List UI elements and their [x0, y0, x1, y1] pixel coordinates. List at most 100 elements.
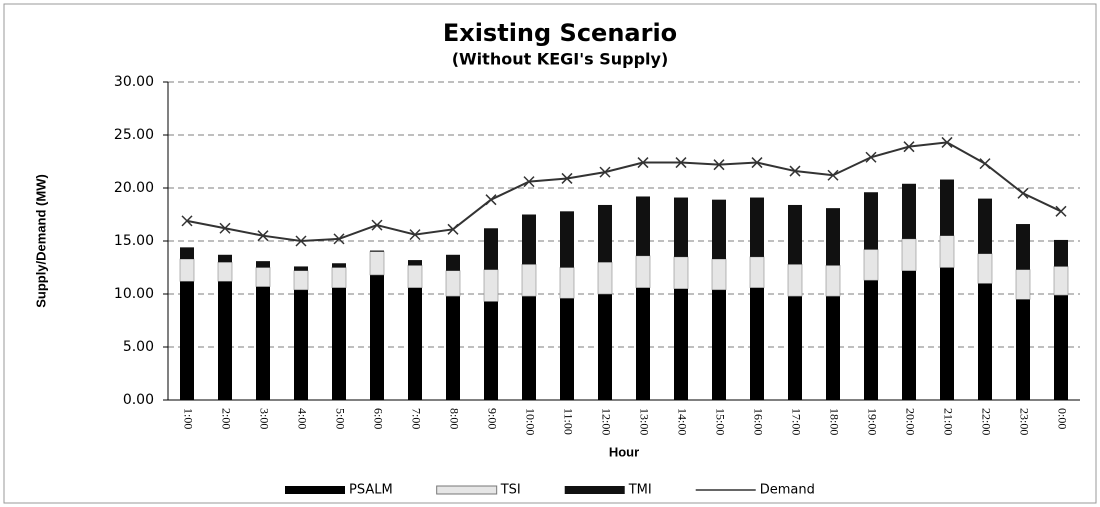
y-tick-label: 0.00 — [123, 392, 154, 408]
x-tick-label: 10:00 — [523, 408, 537, 435]
x-tick-label: 1:00 — [181, 408, 195, 429]
x-tick-label: 17:00 — [789, 408, 803, 435]
x-tick-label: 2:00 — [219, 408, 233, 429]
y-axis-title: Supply/Demand (MW) — [33, 174, 48, 308]
x-tick-label: 22:00 — [979, 408, 993, 435]
y-tick-label: 20.00 — [114, 180, 154, 196]
y-tick-label: 25.00 — [114, 127, 154, 143]
bar-segment — [940, 179, 954, 236]
bar-segment — [369, 251, 385, 276]
bar-segment — [787, 264, 803, 297]
line-marker — [219, 222, 231, 234]
bar-segment — [218, 254, 232, 263]
bar-segment — [1054, 295, 1068, 400]
bar-segment — [408, 260, 422, 266]
bar-segment — [902, 270, 916, 400]
bar-segment — [1016, 299, 1030, 400]
legend-label: TMI — [628, 483, 652, 498]
bar-segment — [712, 199, 726, 260]
line-marker — [637, 157, 649, 169]
line-marker — [827, 169, 839, 181]
bar-segment — [446, 296, 460, 400]
bar-segment — [788, 296, 802, 400]
line-marker — [561, 172, 573, 184]
bar-segment — [598, 294, 612, 400]
legend-label: PSALM — [349, 483, 393, 498]
bar-segment — [635, 255, 651, 288]
demand-line — [186, 141, 1062, 243]
bar-segment — [902, 183, 916, 239]
bar-segment — [293, 270, 309, 291]
line-marker — [789, 165, 801, 177]
legend-label: Demand — [760, 483, 815, 498]
bar-segment — [1016, 224, 1030, 270]
bar-segment — [256, 261, 270, 268]
line-marker — [713, 159, 725, 171]
bar-segment — [864, 280, 878, 400]
bar-segment — [940, 267, 954, 400]
bar-segment — [408, 287, 422, 400]
x-tick-label: 3:00 — [257, 408, 271, 429]
bar-segment — [331, 267, 347, 288]
bar-segment — [598, 204, 612, 263]
bar-segment — [597, 261, 613, 295]
line-marker — [371, 219, 383, 231]
bar-segment — [407, 265, 423, 288]
y-tick-label: 15.00 — [114, 233, 154, 249]
line-marker — [1017, 187, 1029, 199]
bar-segment — [864, 192, 878, 250]
y-tick-label: 30.00 — [114, 74, 154, 90]
bar-segment — [484, 301, 498, 400]
bar-segment — [977, 253, 993, 284]
bar-segment — [901, 238, 917, 271]
line-marker — [599, 166, 611, 178]
bar-segment — [1054, 239, 1068, 267]
x-tick-label: 6:00 — [371, 408, 385, 429]
bar-segment — [712, 289, 726, 400]
bar-segment — [445, 270, 461, 297]
bar-segment — [711, 258, 727, 291]
chart-subtitle: (Without KEGI's Supply) — [452, 50, 669, 69]
bar-segment — [674, 197, 688, 257]
bar-segment — [788, 204, 802, 265]
line-marker — [181, 215, 193, 227]
line-marker — [485, 194, 497, 206]
x-tick-label: 16:00 — [751, 408, 765, 435]
line-marker — [979, 158, 991, 170]
bar-segment — [180, 247, 194, 260]
bar-segment — [521, 264, 537, 297]
line-marker — [333, 233, 345, 245]
x-tick-label: 13:00 — [637, 408, 651, 435]
x-tick-label: 7:00 — [409, 408, 423, 429]
bar-segment — [939, 235, 955, 268]
bar-segment — [826, 296, 840, 400]
bar-segment — [446, 254, 460, 271]
x-tick-label: 9:00 — [485, 408, 499, 429]
bar-segment — [750, 287, 764, 400]
x-tick-label: 19:00 — [865, 408, 879, 435]
x-tick-label: 18:00 — [827, 408, 841, 435]
bar-segment — [522, 214, 536, 265]
bar-segment — [636, 196, 650, 256]
legend-swatch — [285, 486, 345, 494]
bar-segment — [673, 256, 689, 289]
line-marker — [1055, 205, 1067, 217]
bar-segment — [825, 265, 841, 297]
bar-segment — [483, 269, 499, 302]
bar-segment — [826, 208, 840, 266]
x-axis-title: Hour — [609, 444, 639, 459]
chart-border — [3, 3, 1097, 504]
bar-segment — [978, 283, 992, 400]
line-marker — [865, 151, 877, 163]
line-marker — [523, 176, 535, 188]
bar-segment — [559, 267, 575, 299]
bar-segment — [180, 281, 194, 400]
x-tick-label: 0:00 — [1055, 408, 1069, 429]
legend-swatch — [564, 486, 625, 494]
bar-segment — [522, 296, 536, 400]
line-marker — [675, 157, 687, 169]
legend-swatch — [436, 485, 498, 495]
x-tick-label: 11:00 — [561, 408, 575, 435]
bar-segment — [484, 228, 498, 270]
